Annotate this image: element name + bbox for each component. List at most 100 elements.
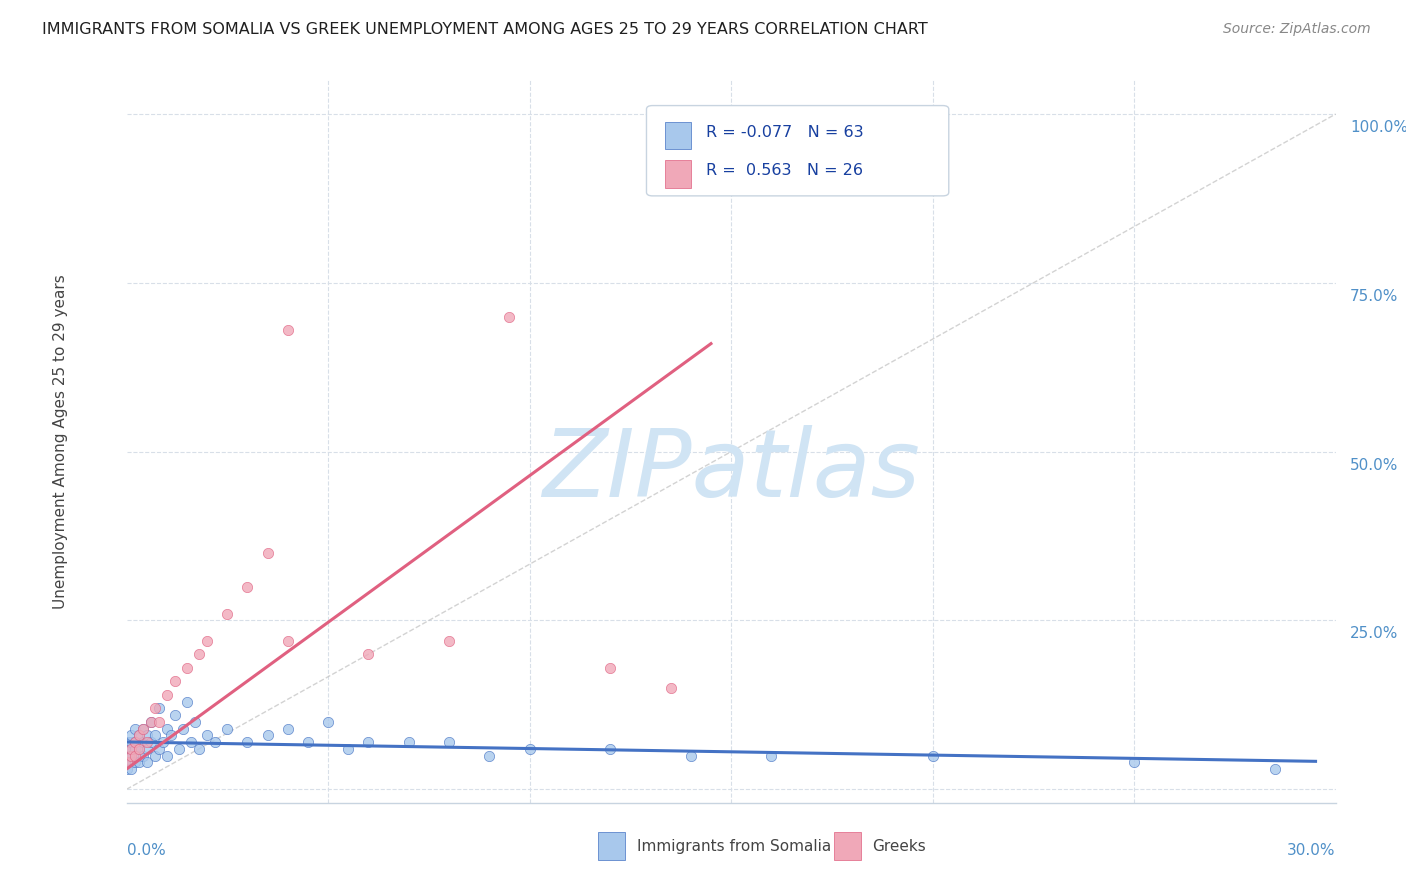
Point: [184, 714, 207, 729]
Point: [115, 741, 138, 756]
Point: [297, 735, 319, 749]
Text: 0.0%: 0.0%: [127, 843, 166, 857]
Point: [128, 741, 150, 756]
Point: [120, 748, 142, 763]
Point: [124, 756, 146, 770]
Bar: [834, 832, 860, 860]
Point: [160, 728, 183, 742]
Point: [176, 661, 198, 675]
Point: [143, 701, 166, 715]
Point: [1264, 762, 1286, 776]
Point: [115, 756, 138, 770]
Text: 30.0%: 30.0%: [1288, 843, 1336, 857]
Point: [148, 714, 170, 729]
Text: Source: ZipAtlas.com: Source: ZipAtlas.com: [1223, 22, 1371, 37]
Point: [115, 762, 138, 776]
Point: [120, 762, 142, 776]
Bar: [665, 122, 692, 150]
Point: [120, 735, 142, 749]
Point: [188, 741, 211, 756]
Point: [115, 756, 138, 770]
Point: [128, 741, 150, 756]
Point: [498, 310, 520, 324]
Point: [163, 674, 186, 689]
Point: [163, 708, 186, 723]
Point: [195, 728, 218, 742]
Point: [357, 647, 380, 661]
Text: Greeks: Greeks: [873, 838, 927, 854]
Point: [120, 756, 142, 770]
Point: [204, 735, 226, 749]
Point: [148, 741, 170, 756]
Point: [131, 722, 153, 736]
Point: [115, 735, 138, 749]
Point: [131, 748, 153, 763]
Point: [115, 748, 138, 763]
FancyBboxPatch shape: [647, 105, 949, 196]
Point: [398, 735, 420, 749]
Point: [357, 735, 380, 749]
Text: 50.0%: 50.0%: [1350, 458, 1399, 473]
Point: [195, 633, 218, 648]
Point: [120, 748, 142, 763]
Point: [236, 580, 259, 594]
Text: 25.0%: 25.0%: [1350, 626, 1399, 641]
Point: [188, 647, 211, 661]
Text: IMMIGRANTS FROM SOMALIA VS GREEK UNEMPLOYMENT AMONG AGES 25 TO 29 YEARS CORRELAT: IMMIGRANTS FROM SOMALIA VS GREEK UNEMPLO…: [42, 22, 928, 37]
Text: R =  0.563   N = 26: R = 0.563 N = 26: [706, 163, 863, 178]
Point: [437, 735, 460, 749]
Point: [256, 546, 278, 560]
Text: Immigrants from Somalia: Immigrants from Somalia: [637, 838, 831, 854]
Point: [131, 735, 153, 749]
Point: [148, 701, 170, 715]
Point: [337, 741, 360, 756]
Point: [172, 722, 194, 736]
Point: [679, 748, 702, 763]
Point: [599, 741, 621, 756]
Point: [124, 722, 146, 736]
Point: [120, 741, 142, 756]
Point: [156, 688, 179, 702]
Point: [519, 741, 541, 756]
Point: [256, 728, 278, 742]
Point: [139, 735, 162, 749]
Point: [236, 735, 259, 749]
Point: [156, 722, 179, 736]
Point: [120, 748, 142, 763]
Point: [277, 323, 299, 337]
Point: [217, 722, 239, 736]
Point: [277, 633, 299, 648]
Point: [124, 735, 146, 749]
Point: [135, 756, 157, 770]
Point: [128, 748, 150, 763]
Point: [167, 741, 190, 756]
Bar: [665, 161, 692, 187]
Point: [478, 748, 501, 763]
Point: [124, 748, 146, 763]
Point: [143, 748, 166, 763]
Text: ZIPatlas: ZIPatlas: [543, 425, 920, 516]
Point: [128, 728, 150, 742]
Point: [316, 714, 339, 729]
Point: [176, 694, 198, 708]
Point: [120, 741, 142, 756]
Text: 75.0%: 75.0%: [1350, 289, 1399, 304]
Point: [143, 728, 166, 742]
Point: [761, 748, 783, 763]
Point: [128, 728, 150, 742]
Point: [156, 748, 179, 763]
Point: [437, 633, 460, 648]
Point: [128, 756, 150, 770]
Point: [277, 722, 299, 736]
Point: [124, 741, 146, 756]
Point: [135, 728, 157, 742]
Bar: [598, 832, 624, 860]
Point: [921, 748, 943, 763]
Text: Unemployment Among Ages 25 to 29 years: Unemployment Among Ages 25 to 29 years: [52, 274, 67, 609]
Point: [135, 735, 157, 749]
Point: [139, 714, 162, 729]
Point: [217, 607, 239, 621]
Point: [120, 728, 142, 742]
Point: [152, 735, 174, 749]
Text: 100.0%: 100.0%: [1350, 120, 1406, 135]
